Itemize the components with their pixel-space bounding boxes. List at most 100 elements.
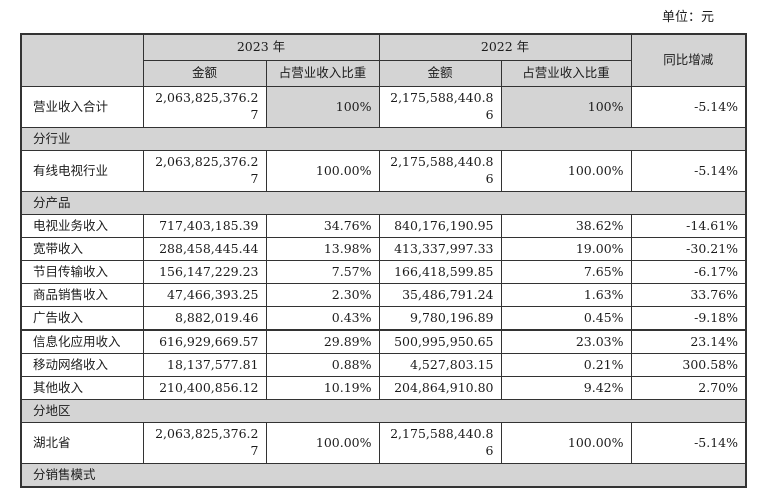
header-pct-2022: 占营业收入比重: [500, 60, 632, 87]
cell-pct-2022: 23.03%: [500, 329, 632, 354]
cell-amount-2023: 717,403,185.39: [142, 214, 267, 238]
cell-yoy: 300.58%: [630, 353, 747, 377]
cell-pct-2023: 10.19%: [265, 376, 380, 400]
cell-pct-2023: 7.57%: [265, 260, 380, 284]
cell-amount-2022: 2,175,588,440.86: [378, 86, 502, 128]
cell-yoy: -14.61%: [630, 214, 747, 238]
cell-pct-2022: 38.62%: [500, 214, 632, 238]
header-row-years: 2023 年 2022 年 同比增减: [20, 33, 747, 87]
cell-pct-2023: 34.76%: [265, 214, 380, 238]
header-yoy: 同比增减: [630, 33, 747, 87]
cell-pct-2022: 100%: [500, 86, 632, 128]
table-row: 广告收入 8,882,019.46 0.43% 9,780,196.89 0.45% -9…: [20, 306, 747, 331]
table-row: 商品销售收入 47,466,393.25 2.30% 35,486,791.24 1.6…: [20, 283, 747, 307]
cell-yoy: -5.14%: [630, 86, 747, 128]
cell-amount-2023: 616,929,669.57: [142, 329, 267, 354]
unit-label: 单位：元: [661, 10, 714, 25]
table-body-main: 营业收入合计 2,063,825,376.27 100% 2,175,588,440.…: [20, 86, 747, 331]
header-row-metrics: 金额 占营业收入比重 金额 占营业收入比重: [21, 60, 746, 87]
cell-yoy: 33.76%: [630, 283, 747, 307]
revenue-table-continued: 信息化应用收入 616,929,669.57 29.89% 500,995,950.6…: [20, 329, 747, 488]
cell-pct-2022: 19.00%: [500, 237, 632, 261]
cell-amount-2022: 166,418,599.85: [378, 260, 502, 284]
row-label: 广告收入: [20, 306, 144, 331]
row-label: 湖北省: [20, 422, 144, 464]
section-label: 分销售模式: [20, 463, 747, 488]
cell-pct-2022: 100.00%: [500, 422, 632, 464]
section-label: 分产品: [20, 191, 747, 215]
cell-pct-2022: 9.42%: [500, 376, 632, 400]
cell-yoy: 2.70%: [630, 376, 747, 400]
table-row: 湖北省 2,063,825,376.27 100.00% 2,175,588,440.…: [20, 422, 747, 464]
section-row: 分行业: [20, 127, 747, 151]
cell-amount-2023: 2,063,825,376.27: [142, 150, 267, 192]
revenue-table-main: 2023 年 2022 年 同比增减 金额 占营业收入比重 金额 占营业收入比重…: [20, 33, 748, 331]
cell-yoy: -5.14%: [630, 422, 747, 464]
table-row: 节目传输收入 156,147,229.23 7.57% 166,418,599.85 7…: [20, 260, 747, 284]
cell-pct-2023: 2.30%: [265, 283, 380, 307]
cell-yoy: -9.18%: [630, 306, 747, 331]
header-year-2023: 2023 年: [142, 33, 380, 61]
section-row: 分产品: [20, 191, 747, 215]
cell-pct-2022: 0.21%: [500, 353, 632, 377]
cell-pct-2022: 0.45%: [500, 306, 632, 331]
row-label: 节目传输收入: [20, 260, 144, 284]
cell-amount-2023: 2,063,825,376.27: [142, 422, 267, 464]
section-label: 分行业: [20, 127, 747, 151]
cell-pct-2023: 100.00%: [265, 150, 380, 192]
cell-amount-2023: 156,147,229.23: [142, 260, 267, 284]
row-label: 营业收入合计: [20, 86, 144, 128]
section-label: 分地区: [20, 399, 747, 423]
cell-amount-2023: 210,400,856.12: [142, 376, 267, 400]
cell-amount-2022: 840,176,190.95: [378, 214, 502, 238]
cell-pct-2022: 7.65%: [500, 260, 632, 284]
header-pct-2023: 占营业收入比重: [265, 60, 380, 87]
row-label: 宽带收入: [20, 237, 144, 261]
row-label: 有线电视行业: [20, 150, 144, 192]
section-row: 分销售模式: [20, 463, 747, 488]
table-row: 有线电视行业 2,063,825,376.27 100.00% 2,175,588,4…: [20, 150, 747, 192]
table-header: 2023 年 2022 年 同比增减 金额 占营业收入比重 金额 占营业收入比重: [20, 33, 747, 87]
row-label: 商品销售收入: [20, 283, 144, 307]
cell-pct-2023: 0.43%: [265, 306, 380, 331]
cell-amount-2022: 2,175,588,440.86: [378, 422, 502, 464]
cell-pct-2023: 100.00%: [265, 422, 380, 464]
table-body-continued: 信息化应用收入 616,929,669.57 29.89% 500,995,950.6…: [20, 329, 747, 488]
cell-pct-2022: 1.63%: [500, 283, 632, 307]
cell-amount-2023: 2,063,825,376.27: [142, 86, 267, 128]
cell-amount-2022: 204,864,910.80: [378, 376, 502, 400]
header-year-2022: 2022 年: [378, 33, 632, 61]
cell-yoy: 23.14%: [630, 329, 747, 354]
header-amount-2023: 金额: [142, 60, 267, 87]
row-label: 电视业务收入: [20, 214, 144, 238]
cell-pct-2023: 100%: [265, 86, 380, 128]
cell-amount-2023: 288,458,445.44: [142, 237, 267, 261]
row-label: 移动网络收入: [20, 353, 144, 377]
header-blank-cell: [20, 33, 144, 87]
section-row: 分地区: [20, 399, 747, 423]
cell-yoy: -30.21%: [630, 237, 747, 261]
cell-amount-2022: 2,175,588,440.86: [378, 150, 502, 192]
cell-amount-2022: 35,486,791.24: [378, 283, 502, 307]
cell-amount-2022: 500,995,950.65: [378, 329, 502, 354]
cell-pct-2022: 100.00%: [500, 150, 632, 192]
table-row: 信息化应用收入 616,929,669.57 29.89% 500,995,950.6…: [20, 329, 747, 354]
cell-pct-2023: 0.88%: [265, 353, 380, 377]
cell-yoy: -6.17%: [630, 260, 747, 284]
table-row: 营业收入合计 2,063,825,376.27 100% 2,175,588,440.…: [20, 86, 747, 128]
cell-amount-2022: 4,527,803.15: [378, 353, 502, 377]
table-row: 宽带收入 288,458,445.44 13.98% 413,337,997.33 19…: [20, 237, 747, 261]
cell-pct-2023: 13.98%: [265, 237, 380, 261]
table-row: 其他收入 210,400,856.12 10.19% 204,864,910.80 9.…: [20, 376, 747, 400]
cell-amount-2022: 9,780,196.89: [378, 306, 502, 331]
table-row: 移动网络收入 18,137,577.81 0.88% 4,527,803.15 0.21…: [20, 353, 747, 377]
row-label: 信息化应用收入: [20, 329, 144, 354]
cell-amount-2022: 413,337,997.33: [378, 237, 502, 261]
cell-pct-2023: 29.89%: [265, 329, 380, 354]
row-label: 其他收入: [20, 376, 144, 400]
cell-yoy: -5.14%: [630, 150, 747, 192]
cell-amount-2023: 47,466,393.25: [142, 283, 267, 307]
header-amount-2022: 金额: [378, 60, 502, 87]
cell-amount-2023: 18,137,577.81: [142, 353, 267, 377]
table-row: 电视业务收入 717,403,185.39 34.76% 840,176,190.95…: [20, 214, 747, 238]
